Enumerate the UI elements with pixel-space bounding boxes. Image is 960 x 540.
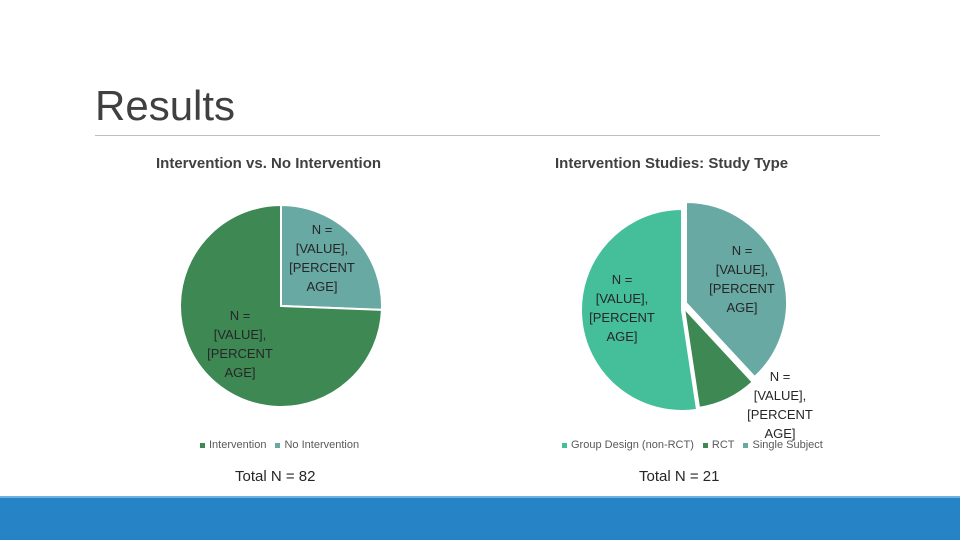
- legend-swatch-intervention: [200, 442, 205, 448]
- chart-1-data-label-1: N = [VALUE], [PERCENT AGE]: [289, 222, 355, 294]
- chart-2-slice-0: [580, 207, 699, 412]
- legend-label: RCT: [711, 439, 735, 451]
- legend-label: No Intervention: [284, 439, 360, 451]
- chart-1-title: Intervention vs. No Intervention: [156, 155, 382, 172]
- legend-swatch-no-intervention: [275, 442, 281, 448]
- legend-label: Single Subject: [752, 439, 823, 451]
- legend-label: Group Design (non-RCT): [571, 439, 694, 451]
- chart-1-data-label-0: N = [VALUE], [PERCENT AGE]: [207, 308, 273, 380]
- legend-item-no-intervention: No Intervention: [275, 439, 359, 451]
- chart-1-slice-0: [179, 203, 383, 408]
- legend-item-intervention: Intervention: [200, 439, 266, 451]
- footer-accent-strip: [0, 496, 960, 498]
- chart-2-data-label-0: N = [VALUE], [PERCENT AGE]: [589, 272, 655, 344]
- legend-item-single-subject: Single Subject: [743, 439, 823, 451]
- legend-item-group-design: Group Design (non-RCT): [562, 439, 694, 451]
- footer-bar: [0, 498, 960, 540]
- slide-title: Results: [95, 82, 236, 129]
- chart-2-legend: Group Design (non-RCT) RCT Single Subjec…: [562, 439, 832, 451]
- legend-swatch-rct: [702, 442, 708, 448]
- chart-2-data-label-2: N = [VALUE], [PERCENT AGE]: [709, 243, 775, 315]
- chart-1-legend: Intervention No Intervention: [200, 439, 368, 451]
- chart-1-total: Total N = 82: [235, 468, 316, 485]
- chart-2-data-label-1: N = [VALUE], [PERCENT AGE]: [747, 369, 813, 441]
- chart-2-total: Total N = 21: [639, 468, 720, 485]
- chart-2-slice-2: [685, 200, 788, 379]
- chart-2-title: Intervention Studies: Study Type: [555, 155, 789, 172]
- legend-item-rct: RCT: [702, 439, 735, 451]
- legend-label: Intervention: [209, 439, 267, 451]
- legend-swatch-group-design: [562, 442, 567, 448]
- title-divider: [95, 135, 880, 136]
- chart-1-slice-1: [280, 203, 383, 311]
- legend-swatch-single-subject: [743, 442, 749, 448]
- chart-2-slice-1: [682, 304, 755, 410]
